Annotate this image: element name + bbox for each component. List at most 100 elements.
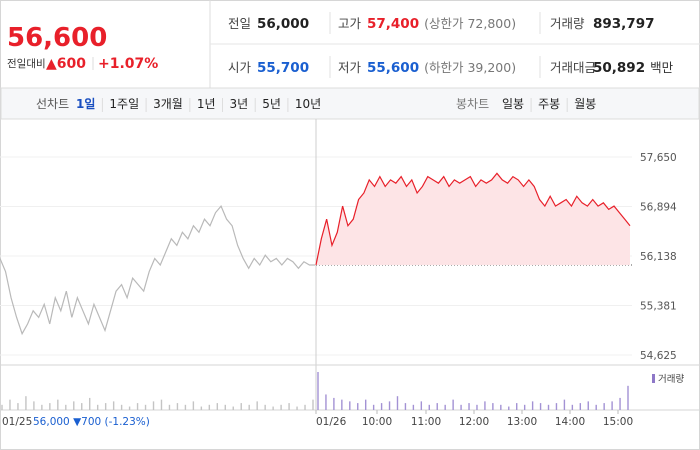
- volume-bar: [144, 404, 147, 410]
- period-tab[interactable]: 1주일: [109, 97, 139, 111]
- volume-bar: [57, 399, 59, 410]
- volume-bar: [280, 404, 282, 410]
- volume-bar: [436, 403, 438, 410]
- tabs: 선차트 1일 1주일 3개월 1년 3년 5년 10년 봉차트 일봉 주봉 월봉: [36, 97, 596, 112]
- volume-bar: [112, 401, 115, 410]
- period-tab[interactable]: 5년: [262, 97, 281, 111]
- stat-value: 56,000: [257, 16, 309, 32]
- volume-bar: [9, 399, 11, 410]
- volume-bar: [256, 401, 258, 410]
- y-tick-label: 56,894: [640, 201, 677, 213]
- volume-bar: [224, 404, 226, 410]
- price-area: [316, 173, 630, 265]
- volume-bar: [296, 406, 298, 410]
- volume-bar: [96, 404, 99, 410]
- x-tick-label: 56,000 ▼700 (-1.23%): [33, 416, 150, 428]
- volume-bar: [595, 404, 597, 410]
- stat-value: 893,797: [593, 16, 655, 32]
- volume-bar: [232, 406, 234, 410]
- stat-value: 57,400: [367, 16, 419, 32]
- volume-bar: [89, 397, 91, 410]
- volume-bar: [412, 404, 415, 410]
- volume-bar: [25, 396, 27, 410]
- volume-bar: [168, 404, 171, 410]
- volume-bar: [176, 403, 179, 410]
- volume-bar: [508, 406, 510, 410]
- volume-bar: [492, 403, 494, 410]
- period-tab[interactable]: 3개월: [153, 97, 183, 111]
- y-tick-label: 55,381: [640, 301, 677, 313]
- volume-bar: [444, 404, 446, 410]
- period-tab[interactable]: 10년: [295, 97, 321, 111]
- volume-bar: [619, 397, 621, 410]
- volume-bar: [136, 403, 139, 410]
- volume-bar: [312, 399, 314, 410]
- period-tab[interactable]: 1일: [76, 97, 95, 111]
- period-tab[interactable]: 1년: [197, 97, 216, 111]
- volume-bar: [200, 406, 203, 410]
- volume-bar: [216, 403, 219, 410]
- volume-bar: [500, 404, 502, 410]
- stat-value: 55,700: [257, 60, 309, 76]
- x-tick-label: 01/25: [2, 416, 32, 428]
- volume-bar: [420, 401, 423, 410]
- x-tick-label: 13:00: [507, 416, 537, 428]
- volume-bar: [33, 401, 35, 410]
- stat-note: (하한가 39,200): [424, 60, 516, 75]
- stat-value: 55,600: [367, 60, 419, 76]
- volume-bar: [460, 404, 462, 410]
- volume-bar: [288, 403, 290, 410]
- volume-bar: [484, 401, 486, 410]
- volume-bar: [333, 397, 335, 410]
- volume-bar: [555, 403, 558, 410]
- volume-bar: [396, 396, 399, 410]
- volume-bar: [208, 404, 211, 410]
- volume-bar: [120, 404, 123, 410]
- chart: 57,650 56,894 56,138 55,381 54,625 거래량 01/25 56…: [0, 119, 700, 428]
- volume-bar: [380, 403, 383, 410]
- y-tick-label: 56,138: [640, 251, 677, 263]
- x-tick-label: 01/26: [316, 416, 347, 428]
- volume-bar: [272, 406, 274, 410]
- volume-bar: [388, 401, 391, 410]
- stat-label: 시가: [228, 60, 252, 75]
- volume-bar: [404, 403, 407, 410]
- volume-bar: [248, 404, 250, 410]
- volume-bar: [539, 403, 542, 410]
- volume-bar: [364, 399, 367, 410]
- stat-label: 전일: [228, 16, 251, 31]
- candle-tab[interactable]: 주봉: [538, 97, 560, 111]
- volume-bar: [341, 399, 343, 410]
- x-tick-label: 11:00: [411, 416, 441, 428]
- tab-bar: [0, 87, 700, 120]
- candle-tab[interactable]: 월봉: [574, 97, 596, 111]
- volume-bar: [603, 403, 605, 410]
- volume-bar: [104, 403, 107, 410]
- volume-bar: [523, 404, 526, 410]
- volume-bar: [65, 404, 67, 410]
- period-tab[interactable]: 3년: [230, 97, 249, 111]
- volume-bar: [152, 401, 155, 410]
- stat-label: 저가: [338, 60, 362, 75]
- volume-bar: [476, 404, 478, 410]
- tab-group-label: 선차트: [36, 97, 69, 111]
- stat-label: 거래량: [550, 16, 585, 31]
- legend-swatch: [652, 374, 655, 383]
- y-tick-label: 57,650: [640, 152, 677, 164]
- volume-bar: [627, 385, 629, 410]
- change-label: 전일대비: [7, 57, 46, 70]
- price-line: [0, 204, 315, 336]
- legend-label: 거래량: [658, 373, 684, 385]
- volume-bar: [531, 401, 534, 410]
- volume-bar: [547, 404, 550, 410]
- volume-bar: [516, 403, 518, 410]
- stat-label: 거래대금: [550, 60, 596, 75]
- volume-bar: [192, 401, 195, 410]
- volume-bar: [428, 404, 430, 410]
- volume-bar: [325, 394, 327, 410]
- x-tick-label: 14:00: [555, 416, 585, 428]
- volume-bar: [49, 403, 51, 410]
- candle-tab[interactable]: 일봉: [502, 97, 524, 111]
- volume-bar: [372, 404, 375, 410]
